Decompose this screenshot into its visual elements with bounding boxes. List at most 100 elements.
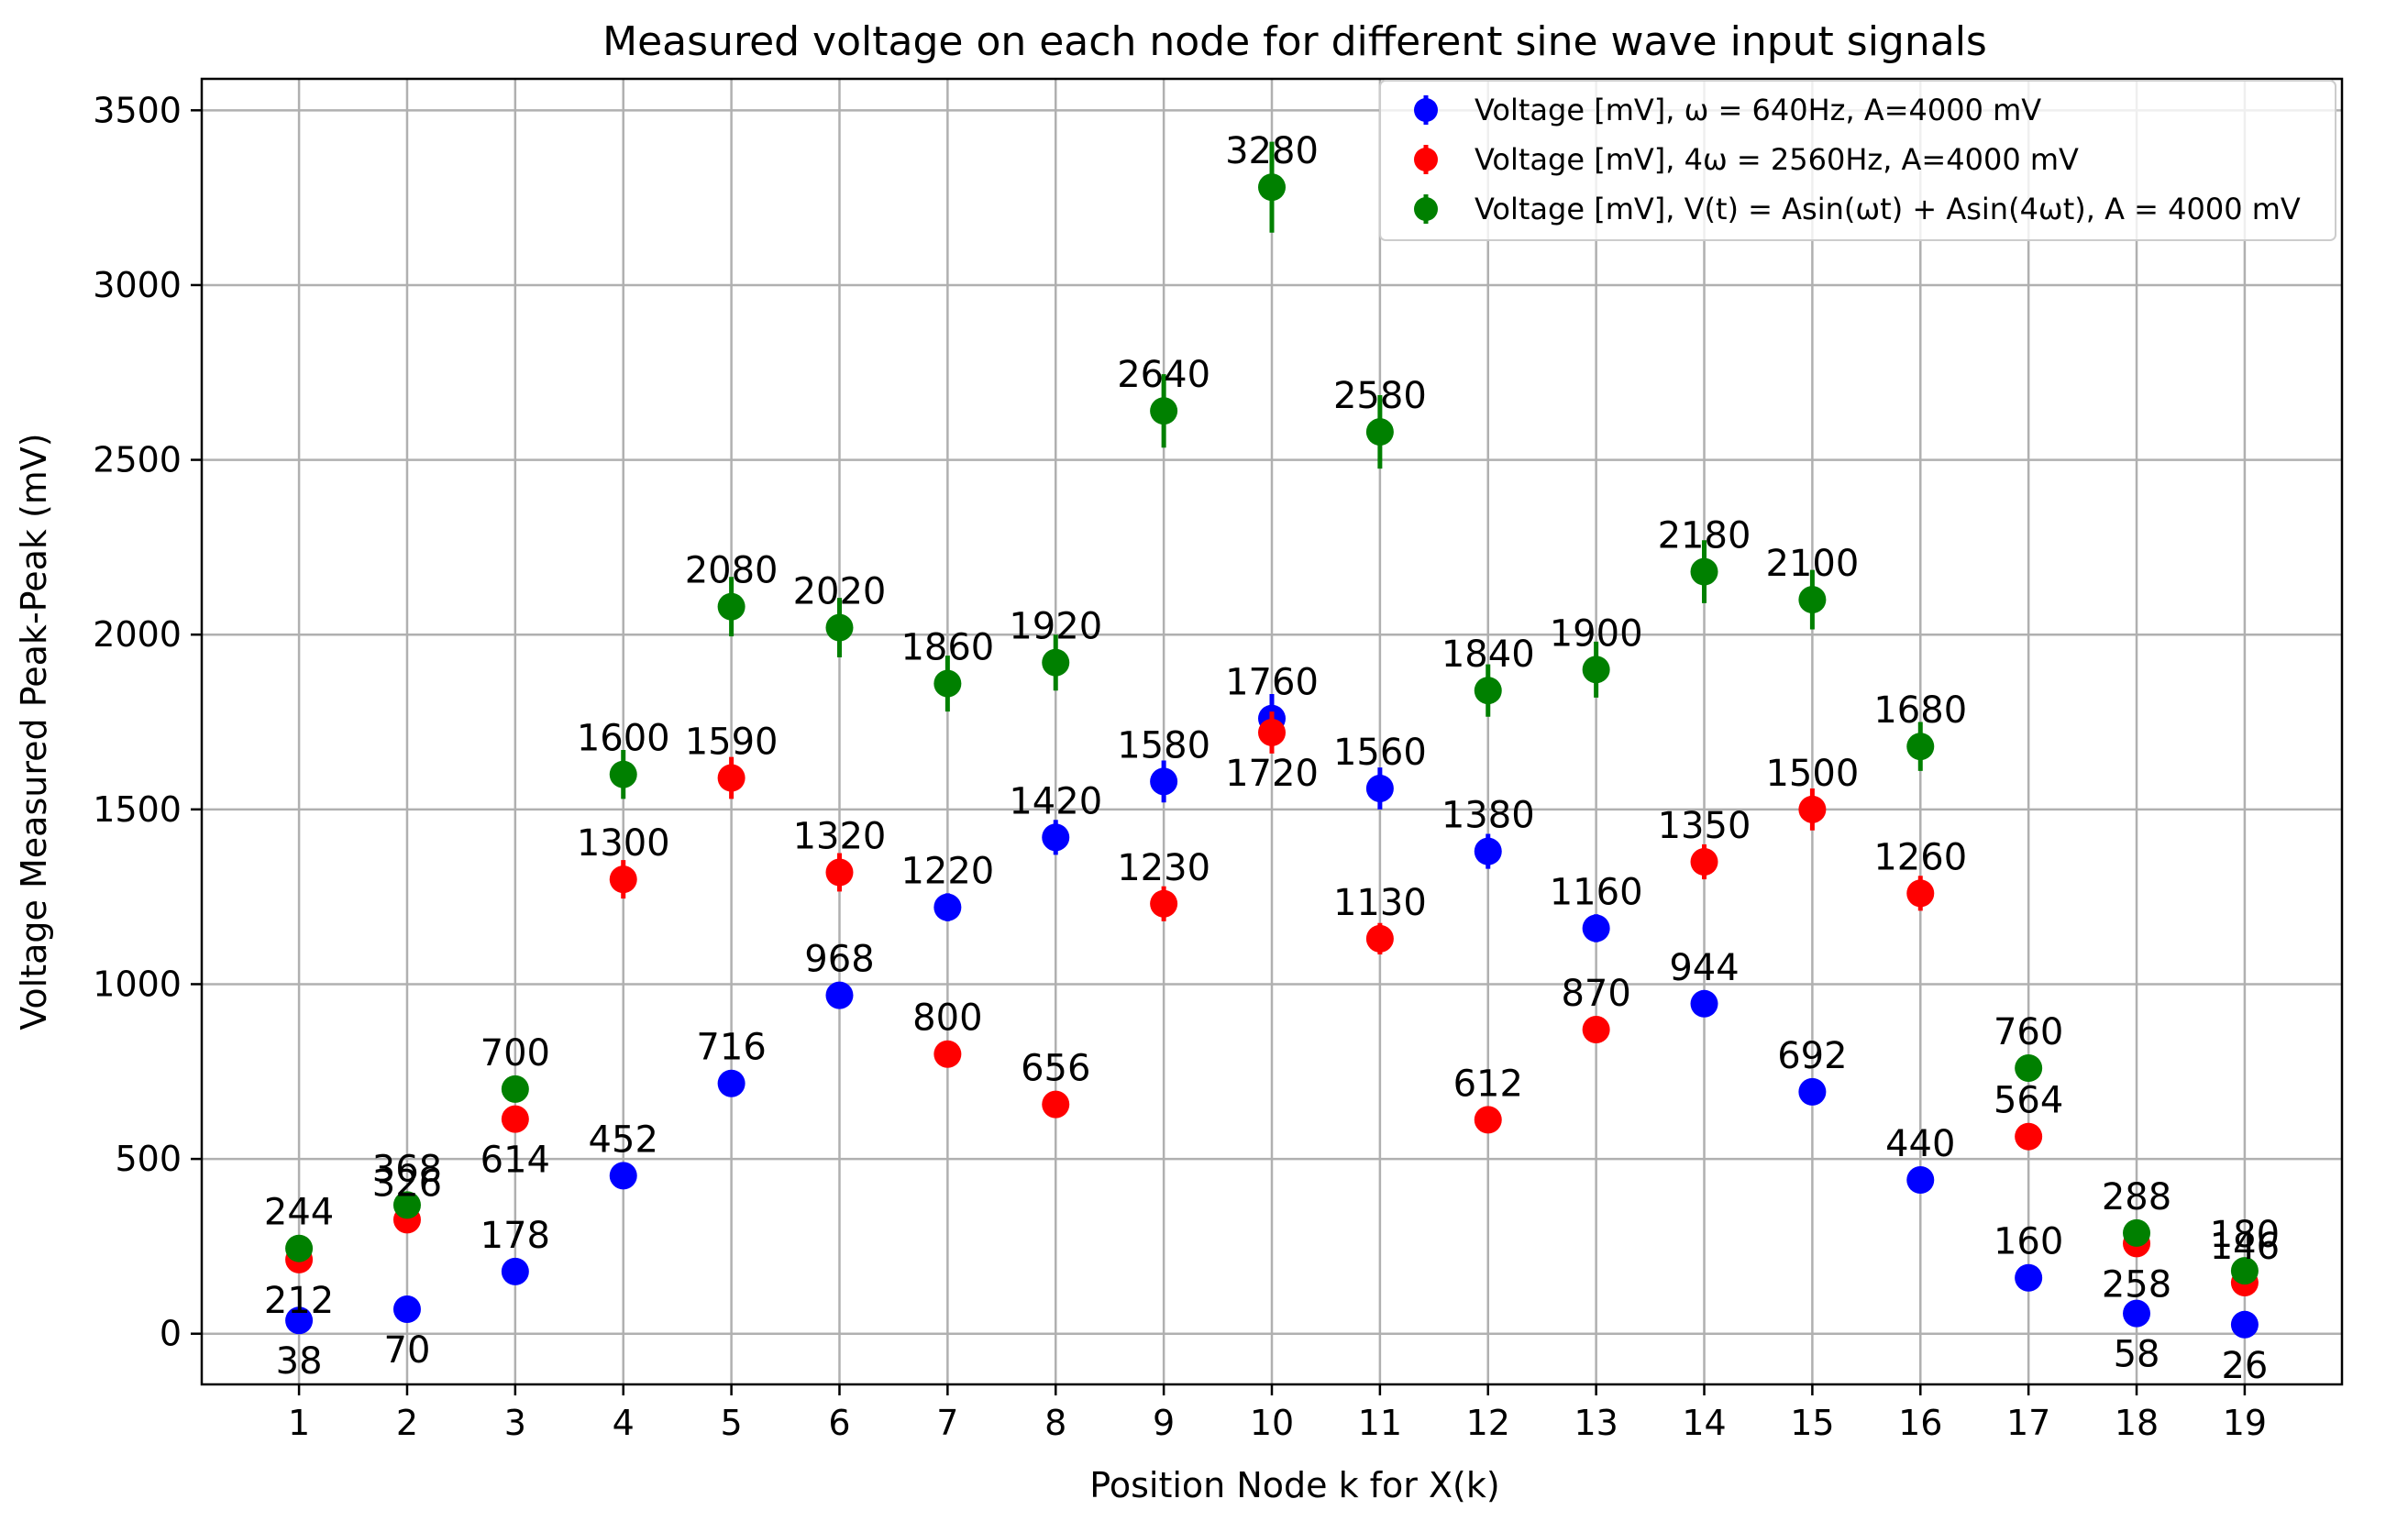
data-label: 70 xyxy=(384,1329,431,1372)
data-point xyxy=(1798,1077,1827,1106)
data-label: 944 xyxy=(1669,947,1739,989)
data-label: 288 xyxy=(2102,1176,2171,1218)
data-point xyxy=(2015,1263,2043,1292)
x-tick-label: 14 xyxy=(1682,1403,1726,1443)
data-label: 716 xyxy=(696,1027,766,1069)
data-point xyxy=(1474,837,1502,865)
x-tick-label: 18 xyxy=(2115,1403,2159,1443)
y-tick-label: 2000 xyxy=(93,614,182,655)
x-tick-label: 2 xyxy=(396,1403,418,1443)
data-label: 2180 xyxy=(1658,515,1751,557)
x-axis-label: Position Node k for X(k) xyxy=(1089,1465,1499,1505)
data-label: 870 xyxy=(1561,973,1630,1015)
data-point xyxy=(1150,889,1178,918)
data-point xyxy=(2015,1122,2043,1151)
data-point xyxy=(285,1306,314,1335)
data-label: 1160 xyxy=(1550,871,1643,913)
y-tick-label: 3000 xyxy=(93,265,182,305)
data-label: 1260 xyxy=(1873,836,1967,878)
legend-item-1: Voltage [mV], ω = 640Hz, A=4000 mV xyxy=(1414,93,2041,127)
x-tick-label: 5 xyxy=(721,1403,743,1443)
x-tick-label: 17 xyxy=(2006,1403,2050,1443)
legend-items: Voltage [mV], ω = 640Hz, A=4000 mV Voltag… xyxy=(1414,93,2301,226)
data-point xyxy=(2230,1310,2259,1339)
data-point xyxy=(501,1075,529,1103)
data-label: 1760 xyxy=(1225,662,1319,704)
data-label: 1900 xyxy=(1550,612,1643,655)
data-label: 452 xyxy=(589,1119,658,1161)
data-label: 180 xyxy=(2210,1214,2280,1256)
data-label: 146 xyxy=(2210,1226,2280,1268)
data-label: 368 xyxy=(372,1148,442,1190)
data-label: 38 xyxy=(276,1340,323,1383)
chart-title: Measured voltage on each node for differ… xyxy=(602,18,1987,65)
data-point xyxy=(1582,1016,1610,1044)
x-tick-label: 19 xyxy=(2223,1403,2267,1443)
data-point xyxy=(1042,823,1070,852)
data-label: 1380 xyxy=(1441,795,1535,837)
data-label: 760 xyxy=(1994,1011,2063,1053)
legend-marker xyxy=(1414,197,1438,221)
data-point xyxy=(1258,718,1286,746)
y-tick-label: 500 xyxy=(115,1139,182,1179)
data-point xyxy=(1582,656,1610,684)
data-label: 700 xyxy=(480,1032,550,1075)
data-labels: 38 70 178 452 716 968 1220 1420 1580 1760 1560 1380… xyxy=(264,130,2280,1387)
data-point xyxy=(1258,173,1286,202)
y-tick-label: 1500 xyxy=(93,789,182,830)
y-tick-label: 2500 xyxy=(93,440,182,480)
series-1 xyxy=(285,694,2259,1339)
data-label: 800 xyxy=(912,997,982,1040)
data-point xyxy=(1690,989,1718,1018)
y-axis-label: Voltage Measured Peak-Peak (mV) xyxy=(14,433,54,1030)
data-label: 212 xyxy=(264,1280,334,1322)
data-label: 614 xyxy=(480,1140,550,1182)
data-label: 564 xyxy=(1994,1080,2063,1122)
data-point xyxy=(285,1234,314,1262)
data-label: 2080 xyxy=(685,550,779,592)
data-label: 160 xyxy=(1994,1221,2063,1263)
data-label: 1350 xyxy=(1658,805,1751,847)
data-label: 244 xyxy=(264,1192,334,1234)
x-tick-label: 9 xyxy=(1153,1403,1175,1443)
data-point xyxy=(1906,1165,1935,1194)
x-axis: 1 2 3 4 5 6 7 8 9 10 11 12 13 14 15 16 17 18 19 xyxy=(288,1384,2267,1443)
data-label: 1860 xyxy=(900,627,994,669)
data-point xyxy=(717,592,746,621)
data-point xyxy=(1365,418,1394,446)
data-point xyxy=(392,1295,421,1324)
data-label: 2580 xyxy=(1333,375,1427,417)
x-tick-label: 10 xyxy=(1250,1403,1294,1443)
y-axis: 0 500 1000 1500 2000 2500 3000 3500 xyxy=(93,90,202,1354)
series-3 xyxy=(285,141,2259,1285)
data-point xyxy=(1365,924,1394,953)
x-tick-label: 8 xyxy=(1044,1403,1066,1443)
data-label: 1840 xyxy=(1441,634,1535,676)
legend-item-3: Voltage [mV], V(t) = Asin(ωt) + Asin(4ωt… xyxy=(1414,192,2301,226)
data-point xyxy=(933,893,962,921)
legend: Voltage [mV], ω = 640Hz, A=4000 mV Voltag… xyxy=(1379,80,2336,241)
data-point xyxy=(1474,1106,1502,1134)
data-point xyxy=(609,1162,637,1190)
data-point xyxy=(1582,914,1610,942)
data-label: 258 xyxy=(2102,1263,2171,1306)
data-point xyxy=(1906,879,1935,908)
legend-item-2: Voltage [mV], 4ω = 2560Hz, A=4000 mV xyxy=(1414,142,2079,177)
legend-marker xyxy=(1414,98,1438,122)
data-label: 1590 xyxy=(685,722,779,764)
data-label: 968 xyxy=(804,939,874,981)
data-point xyxy=(392,1191,421,1219)
data-point xyxy=(609,865,637,894)
data-label: 1320 xyxy=(793,815,887,857)
legend-label: Voltage [mV], V(t) = Asin(ωt) + Asin(4ωt… xyxy=(1475,192,2301,226)
x-tick-label: 13 xyxy=(1574,1403,1618,1443)
x-tick-label: 6 xyxy=(828,1403,850,1443)
data-point xyxy=(501,1257,529,1285)
data-point xyxy=(1690,557,1718,586)
data-label: 1130 xyxy=(1333,882,1427,924)
data-point xyxy=(1042,648,1070,677)
x-tick-label: 16 xyxy=(1898,1403,1942,1443)
y-tick-label: 0 xyxy=(160,1314,182,1354)
